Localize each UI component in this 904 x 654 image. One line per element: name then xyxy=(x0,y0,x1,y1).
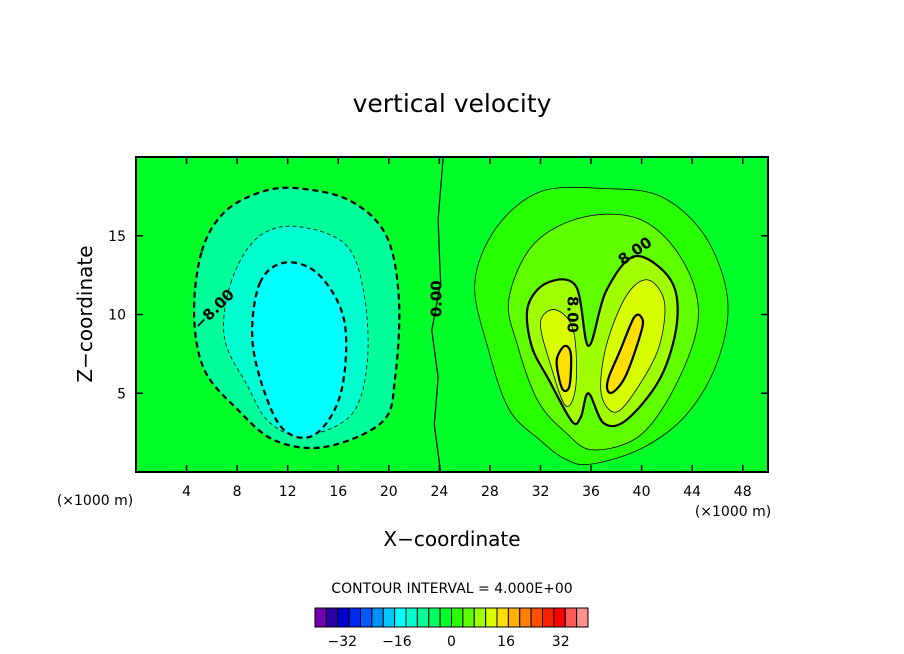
contour-level xyxy=(251,261,348,439)
x-tick-label: 16 xyxy=(329,484,347,500)
colorbar-tick-label: −16 xyxy=(382,634,412,650)
colorbar-swatch xyxy=(405,607,418,628)
colorbar-swatch xyxy=(382,607,396,628)
y-axis-label: Z−coordinate xyxy=(73,245,97,382)
x-tick-label: 20 xyxy=(380,484,398,500)
chart-title: vertical velocity xyxy=(353,89,552,118)
colorbar-swatch xyxy=(394,607,407,628)
colorbar-swatch xyxy=(428,607,441,628)
x-tick-label: 32 xyxy=(532,484,550,500)
x-tick-label: 48 xyxy=(734,484,752,500)
colorbar-swatch xyxy=(360,607,373,628)
y-tick-label: 5 xyxy=(117,386,126,402)
colorbar-swatch xyxy=(462,607,475,628)
x-tick-label: 12 xyxy=(279,484,297,500)
colorbar-tick-label: 0 xyxy=(447,634,456,650)
colorbar-swatch xyxy=(576,607,589,628)
colorbar-swatch xyxy=(348,607,361,628)
y-tick-label: 10 xyxy=(108,308,126,324)
colorbar-swatch xyxy=(507,607,521,628)
x-tick-label: 28 xyxy=(481,484,499,500)
x-unit-label: (×1000 m) xyxy=(57,493,133,509)
colorbar-swatch xyxy=(416,607,430,628)
contour-level xyxy=(555,344,573,393)
colorbar-swatch xyxy=(473,607,487,628)
contour-interval-text: CONTOUR INTERVAL = 4.000E+00 xyxy=(331,581,572,597)
contour-label: 0.00 xyxy=(427,280,445,317)
colorbar-swatch xyxy=(314,607,327,628)
x-tick-label: 40 xyxy=(633,484,651,500)
colorbar-swatch xyxy=(530,607,543,628)
colorbar-swatch xyxy=(337,607,350,628)
x-axis-label: X−coordinate xyxy=(383,527,520,551)
y-tick-label: 15 xyxy=(108,229,126,245)
colorbar-swatch xyxy=(325,607,339,628)
colorbar-swatch xyxy=(542,607,555,628)
colorbar-swatch xyxy=(519,607,532,628)
x-tick-label: 4 xyxy=(182,484,191,500)
region-updraft xyxy=(474,186,729,466)
colorbar-swatch xyxy=(553,607,566,628)
colorbar-swatch xyxy=(371,607,384,628)
colorbar-tick-label: −32 xyxy=(328,634,358,650)
plot-area: −8.00 0.00 8.008.00 4 8 12 16 20 24 28 32 36 40 44 48… xyxy=(108,156,769,500)
colorbar: −32 −16 0 16 32 xyxy=(314,607,589,650)
x-unit-label-right: (×1000 m) xyxy=(695,504,771,520)
colorbar-swatch xyxy=(439,607,452,628)
x-tick-label: 44 xyxy=(683,484,701,500)
colorbar-swatch xyxy=(564,607,578,628)
contour-label: 8.00 xyxy=(564,296,582,333)
colorbar-swatch xyxy=(496,607,509,628)
x-tick-label: 24 xyxy=(430,484,448,500)
colorbar-swatch xyxy=(451,607,464,628)
colorbar-tick-label: 32 xyxy=(552,634,570,650)
colorbar-tick-label: 16 xyxy=(497,634,515,650)
contour-regions xyxy=(192,157,729,472)
region-downdraft xyxy=(192,186,401,450)
x-tick-label: 8 xyxy=(233,484,242,500)
colorbar-swatch xyxy=(485,607,498,628)
x-tick-label: 36 xyxy=(582,484,600,500)
contour-level xyxy=(605,313,645,395)
contour-zero-line xyxy=(431,157,444,472)
